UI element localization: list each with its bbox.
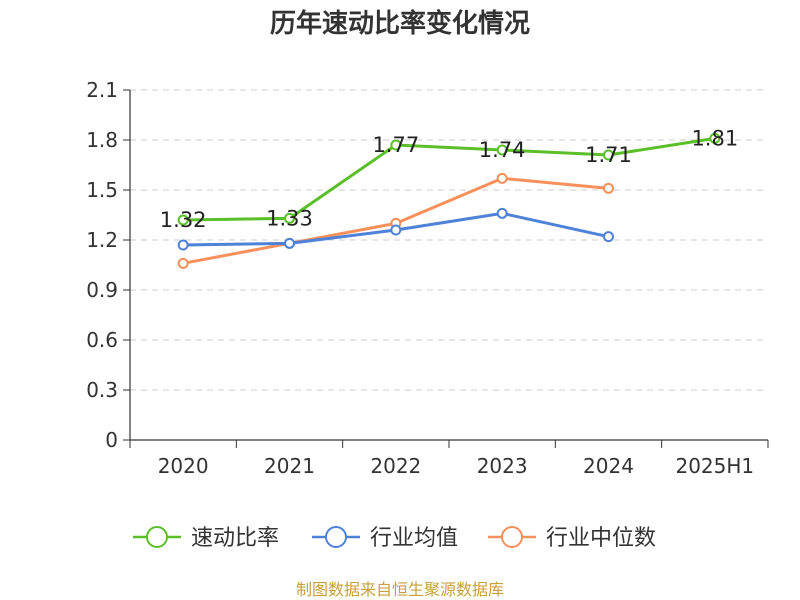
data-label: 1.77 <box>372 133 419 157</box>
legend[interactable]: 速动比率 行业均值 行业中位数 <box>133 526 656 551</box>
data-point <box>390 224 402 236</box>
series-lines <box>177 132 721 269</box>
x-tick-label: 2023 <box>477 454 528 478</box>
data-point <box>284 212 295 224</box>
grid-lines <box>130 89 768 391</box>
legend-label: 速动比率 <box>191 526 279 551</box>
legend-marker <box>146 526 168 548</box>
x-tick-label: 2022 <box>370 454 421 478</box>
axes: 0 0.3 0.6 0.9 1.2 1.5 1.8 2.1 2020 2021 2022 2023 20… <box>86 78 769 478</box>
data-point <box>177 214 189 226</box>
data-point <box>496 144 508 156</box>
data-point <box>603 149 614 161</box>
y-tick-label: 2.1 <box>86 78 118 102</box>
data-label: 1.74 <box>479 138 526 162</box>
data-point <box>603 231 614 243</box>
data-point <box>177 239 189 251</box>
legend-item[interactable]: 行业中位数 <box>488 526 656 551</box>
chart-title: 历年速动比率变化情况 <box>270 8 530 39</box>
x-tick-label: 2020 <box>158 454 209 478</box>
y-tick-label: 0.9 <box>86 278 118 302</box>
legend-label: 行业中位数 <box>546 526 656 551</box>
y-tick-label: 0.6 <box>86 328 118 352</box>
data-source-note: 制图数据来自恒生聚源数据库 <box>296 580 504 599</box>
legend-marker <box>325 526 347 548</box>
data-point <box>496 207 508 219</box>
data-point <box>603 182 614 194</box>
x-tick-label: 2024 <box>583 454 634 478</box>
data-point <box>284 237 295 249</box>
legend-item[interactable]: 行业均值 <box>312 526 458 551</box>
data-label: 1.71 <box>585 143 632 167</box>
data-labels: 1.32 1.33 1.77 1.74 1.71 1.81 <box>160 126 738 232</box>
x-tick-label: 2021 <box>264 454 315 478</box>
y-tick-label: 0.3 <box>86 378 118 402</box>
data-point <box>390 139 402 151</box>
legend-label: 行业均值 <box>370 526 458 551</box>
data-point <box>709 132 721 144</box>
data-point <box>177 257 189 269</box>
legend-marker <box>501 526 523 548</box>
legend-item[interactable]: 速动比率 <box>133 526 279 551</box>
y-tick-label: 1.5 <box>86 178 118 202</box>
y-tick-label: 1.2 <box>86 228 118 252</box>
series-line <box>183 136 716 222</box>
data-label: 1.33 <box>266 206 313 230</box>
data-label: 1.32 <box>160 208 207 232</box>
y-tick-label: 1.8 <box>86 128 118 152</box>
data-label: 1.81 <box>691 126 738 150</box>
x-tick-label: 2025H1 <box>675 454 754 478</box>
y-tick-label: 0 <box>105 428 118 452</box>
data-point <box>496 172 508 184</box>
